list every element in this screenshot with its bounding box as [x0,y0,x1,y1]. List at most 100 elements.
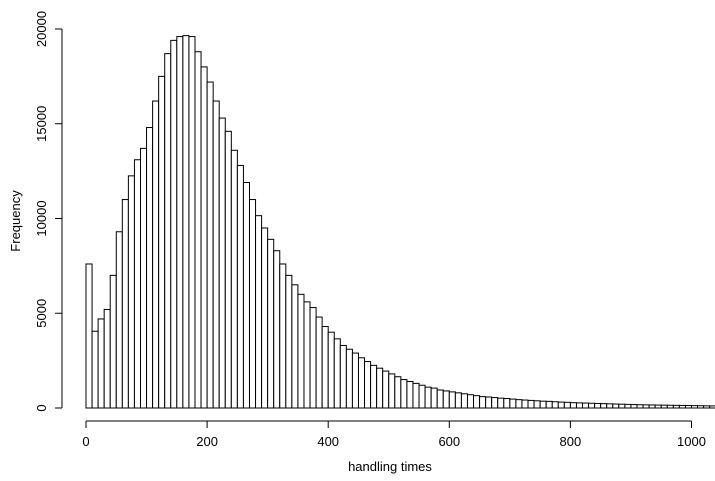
x-tick-label: 600 [438,434,460,449]
histogram-bar [242,181,250,409]
histogram-bar [509,398,517,409]
histogram-bar [672,404,680,409]
x-axis: 0 200 400 600 800 1000 [82,420,706,449]
x-axis-title: handling times [348,459,432,474]
histogram-bar [684,405,693,409]
y-tick-label: 20000 [34,11,49,47]
histogram-bar [418,384,426,409]
histogram-bar [636,404,644,409]
histogram-bar [691,405,699,409]
histogram-bar [115,231,123,409]
histogram-bar [146,127,154,409]
histogram-bar [703,405,711,409]
histogram-bar [267,238,275,409]
histogram-bar [224,130,232,409]
histogram-bar [164,53,172,409]
histogram-bar [454,392,462,409]
x-tick-label: 800 [560,434,582,449]
histogram-bar [364,361,372,409]
histogram-bar [303,301,311,409]
histogram-bar [563,401,571,409]
histogram-bar [140,147,148,409]
histogram-bar [533,400,541,409]
histogram-bar [424,386,432,409]
histogram-bar [109,274,117,409]
histogram-bar [709,405,715,409]
histogram-bar [539,400,547,409]
histogram-bar [582,402,590,409]
histogram-bar [97,318,105,409]
histogram-bar [503,398,511,409]
histogram-bar [188,36,196,409]
histogram-bar [448,391,456,409]
y-axis: 0 5000 10000 15000 20000 [34,11,63,412]
histogram-bar [127,175,135,409]
histogram-bar [236,164,244,409]
histogram-bar [485,396,493,409]
x-tick-label: 400 [317,434,339,449]
histogram-bar [182,35,190,409]
histogram-bar [575,402,584,409]
histogram-bar [515,399,523,409]
histogram-bar [697,405,705,409]
x-tick-label: 1000 [677,434,706,449]
x-tick-label: 200 [196,434,218,449]
histogram-bars [85,35,715,409]
histogram-bar [436,389,444,409]
histogram-bar [666,404,674,409]
histogram-bar [212,100,220,409]
histogram-bar [606,403,614,409]
histogram-bar [103,308,111,409]
histogram-bar [218,117,226,409]
histogram-bar [569,402,577,409]
histogram-bar [394,376,402,409]
y-tick-label: 15000 [34,106,49,142]
histogram-bar [430,387,438,409]
histogram-bar [333,338,341,409]
histogram-bar [297,293,305,409]
histogram-bar [309,307,317,409]
histogram-bar [230,149,238,409]
histogram-bar [273,250,281,409]
y-tick-label: 10000 [34,200,49,236]
histogram-bar [678,404,686,409]
histogram-bar [521,399,529,409]
histogram-bar [497,397,505,409]
histogram-bar [345,348,353,409]
histogram-bar [170,39,178,409]
histogram-bar [618,403,626,409]
histogram-bar [370,364,378,409]
histogram-bar [351,352,359,409]
histogram-bar [654,404,662,409]
histogram-bar [412,382,420,409]
histogram-bar [545,400,553,409]
histogram-bar [557,401,565,409]
histogram-bar [291,284,299,409]
histogram-bar [176,36,184,409]
histogram-bar [624,403,632,409]
histogram-bar [339,344,347,409]
histogram-bar [479,396,487,409]
histogram-bar [200,66,208,409]
histogram-bar [600,403,608,409]
histogram-bar [206,81,214,409]
histogram-bar [642,404,650,409]
y-axis-title: Frequency [8,190,23,252]
histogram-bar [376,367,384,409]
histogram-bar [648,404,656,409]
histogram-bar [85,263,93,409]
histogram-bar [194,51,202,409]
histogram-bar [152,100,160,409]
histogram-bar [527,399,535,409]
histogram-bar [612,403,620,409]
histogram-bar [460,393,468,409]
histogram-bar [255,215,263,409]
histogram-bar [91,330,99,409]
x-tick-label: 0 [82,434,89,449]
histogram-bar [400,379,408,409]
histogram-bar [285,274,293,409]
histogram-bar [588,402,596,409]
histogram-bar [133,159,142,409]
histogram-bar [406,380,414,409]
